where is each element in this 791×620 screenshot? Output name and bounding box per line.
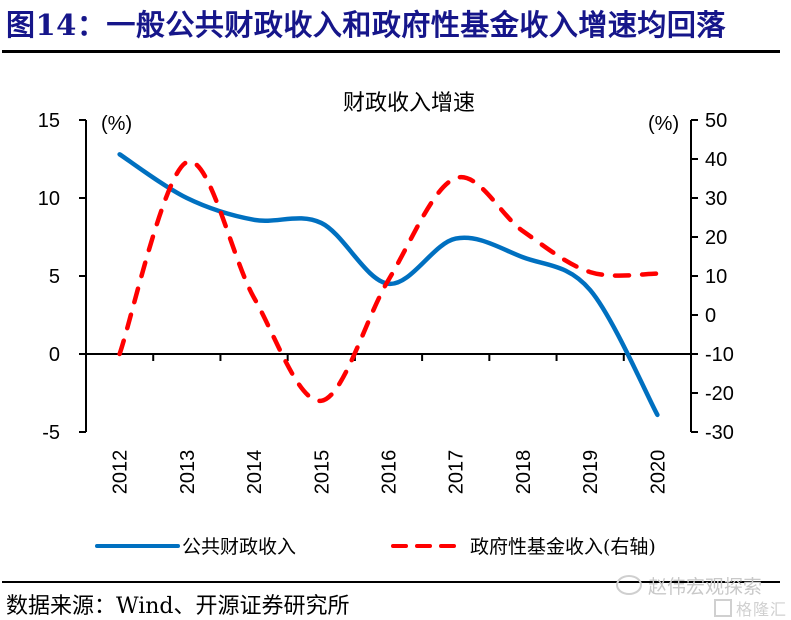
series-line-fund-revenue — [117, 159, 660, 404]
series-line-public-revenue — [117, 152, 660, 418]
right-y-tick-label: 30 — [705, 188, 727, 210]
left-y-tick-label: 0 — [49, 344, 60, 366]
right-y-tick-label: -20 — [705, 383, 734, 405]
figure-title: 图14：一般公共财政收入和政府性基金收入增速均回落 — [6, 8, 726, 42]
left-axis-unit: (%) — [101, 113, 132, 135]
left-y-tick-label: 10 — [38, 188, 60, 210]
x-tick-label: 2014 — [244, 450, 266, 495]
data-source: 数据来源：Wind、开源证券研究所 — [6, 594, 350, 619]
left-y-tick-label: -5 — [42, 422, 60, 444]
top-rule — [2, 50, 780, 53]
right-y-tick-label: 40 — [705, 149, 727, 171]
x-tick-label: 2017 — [446, 450, 468, 495]
right-y-tick-label: 10 — [705, 266, 727, 288]
legend-label-fund-revenue: 政府性基金收入(右轴) — [470, 536, 656, 558]
x-tick-label: 2012 — [110, 450, 132, 495]
x-tick-label: 2018 — [513, 450, 535, 495]
legend: 公共财政收入 政府性基金收入(右轴) — [95, 536, 656, 558]
watermark-gelonghui: 格隆汇 — [714, 596, 787, 620]
right-y-tick-label: 0 — [705, 305, 716, 327]
watermark-secondary-text: 格隆汇 — [736, 600, 788, 619]
legend-label-public-revenue: 公共财政收入 — [182, 536, 296, 558]
x-tick-label: 2016 — [379, 450, 401, 495]
watermark-primary-text: 赵伟宏观探索 — [648, 576, 763, 598]
left-y-tick-label: 5 — [49, 266, 60, 288]
chart-title: 财政收入增速 — [343, 91, 475, 116]
series-layer — [117, 152, 660, 418]
right-y-tick-label: 20 — [705, 227, 727, 249]
right-y-tick-label: -10 — [705, 344, 734, 366]
gelonghui-logo-icon — [714, 599, 732, 617]
right-y-tick-label: 50 — [705, 110, 727, 132]
x-tick-label: 2020 — [647, 450, 669, 495]
left-y-tick-label: 15 — [38, 110, 60, 132]
watermark-wechat: 赵伟宏观探索 — [616, 572, 762, 599]
right-axis-unit: (%) — [648, 113, 679, 135]
bottom-rule — [2, 581, 780, 583]
chart: 财政收入增速 (%) (%) 151050-550403020100-10-20… — [38, 91, 734, 558]
x-tick-label: 2019 — [580, 450, 602, 495]
wechat-icon — [616, 575, 642, 595]
x-tick-label: 2015 — [311, 450, 333, 495]
right-y-tick-label: -30 — [705, 422, 734, 444]
x-tick-label: 2013 — [177, 450, 199, 495]
